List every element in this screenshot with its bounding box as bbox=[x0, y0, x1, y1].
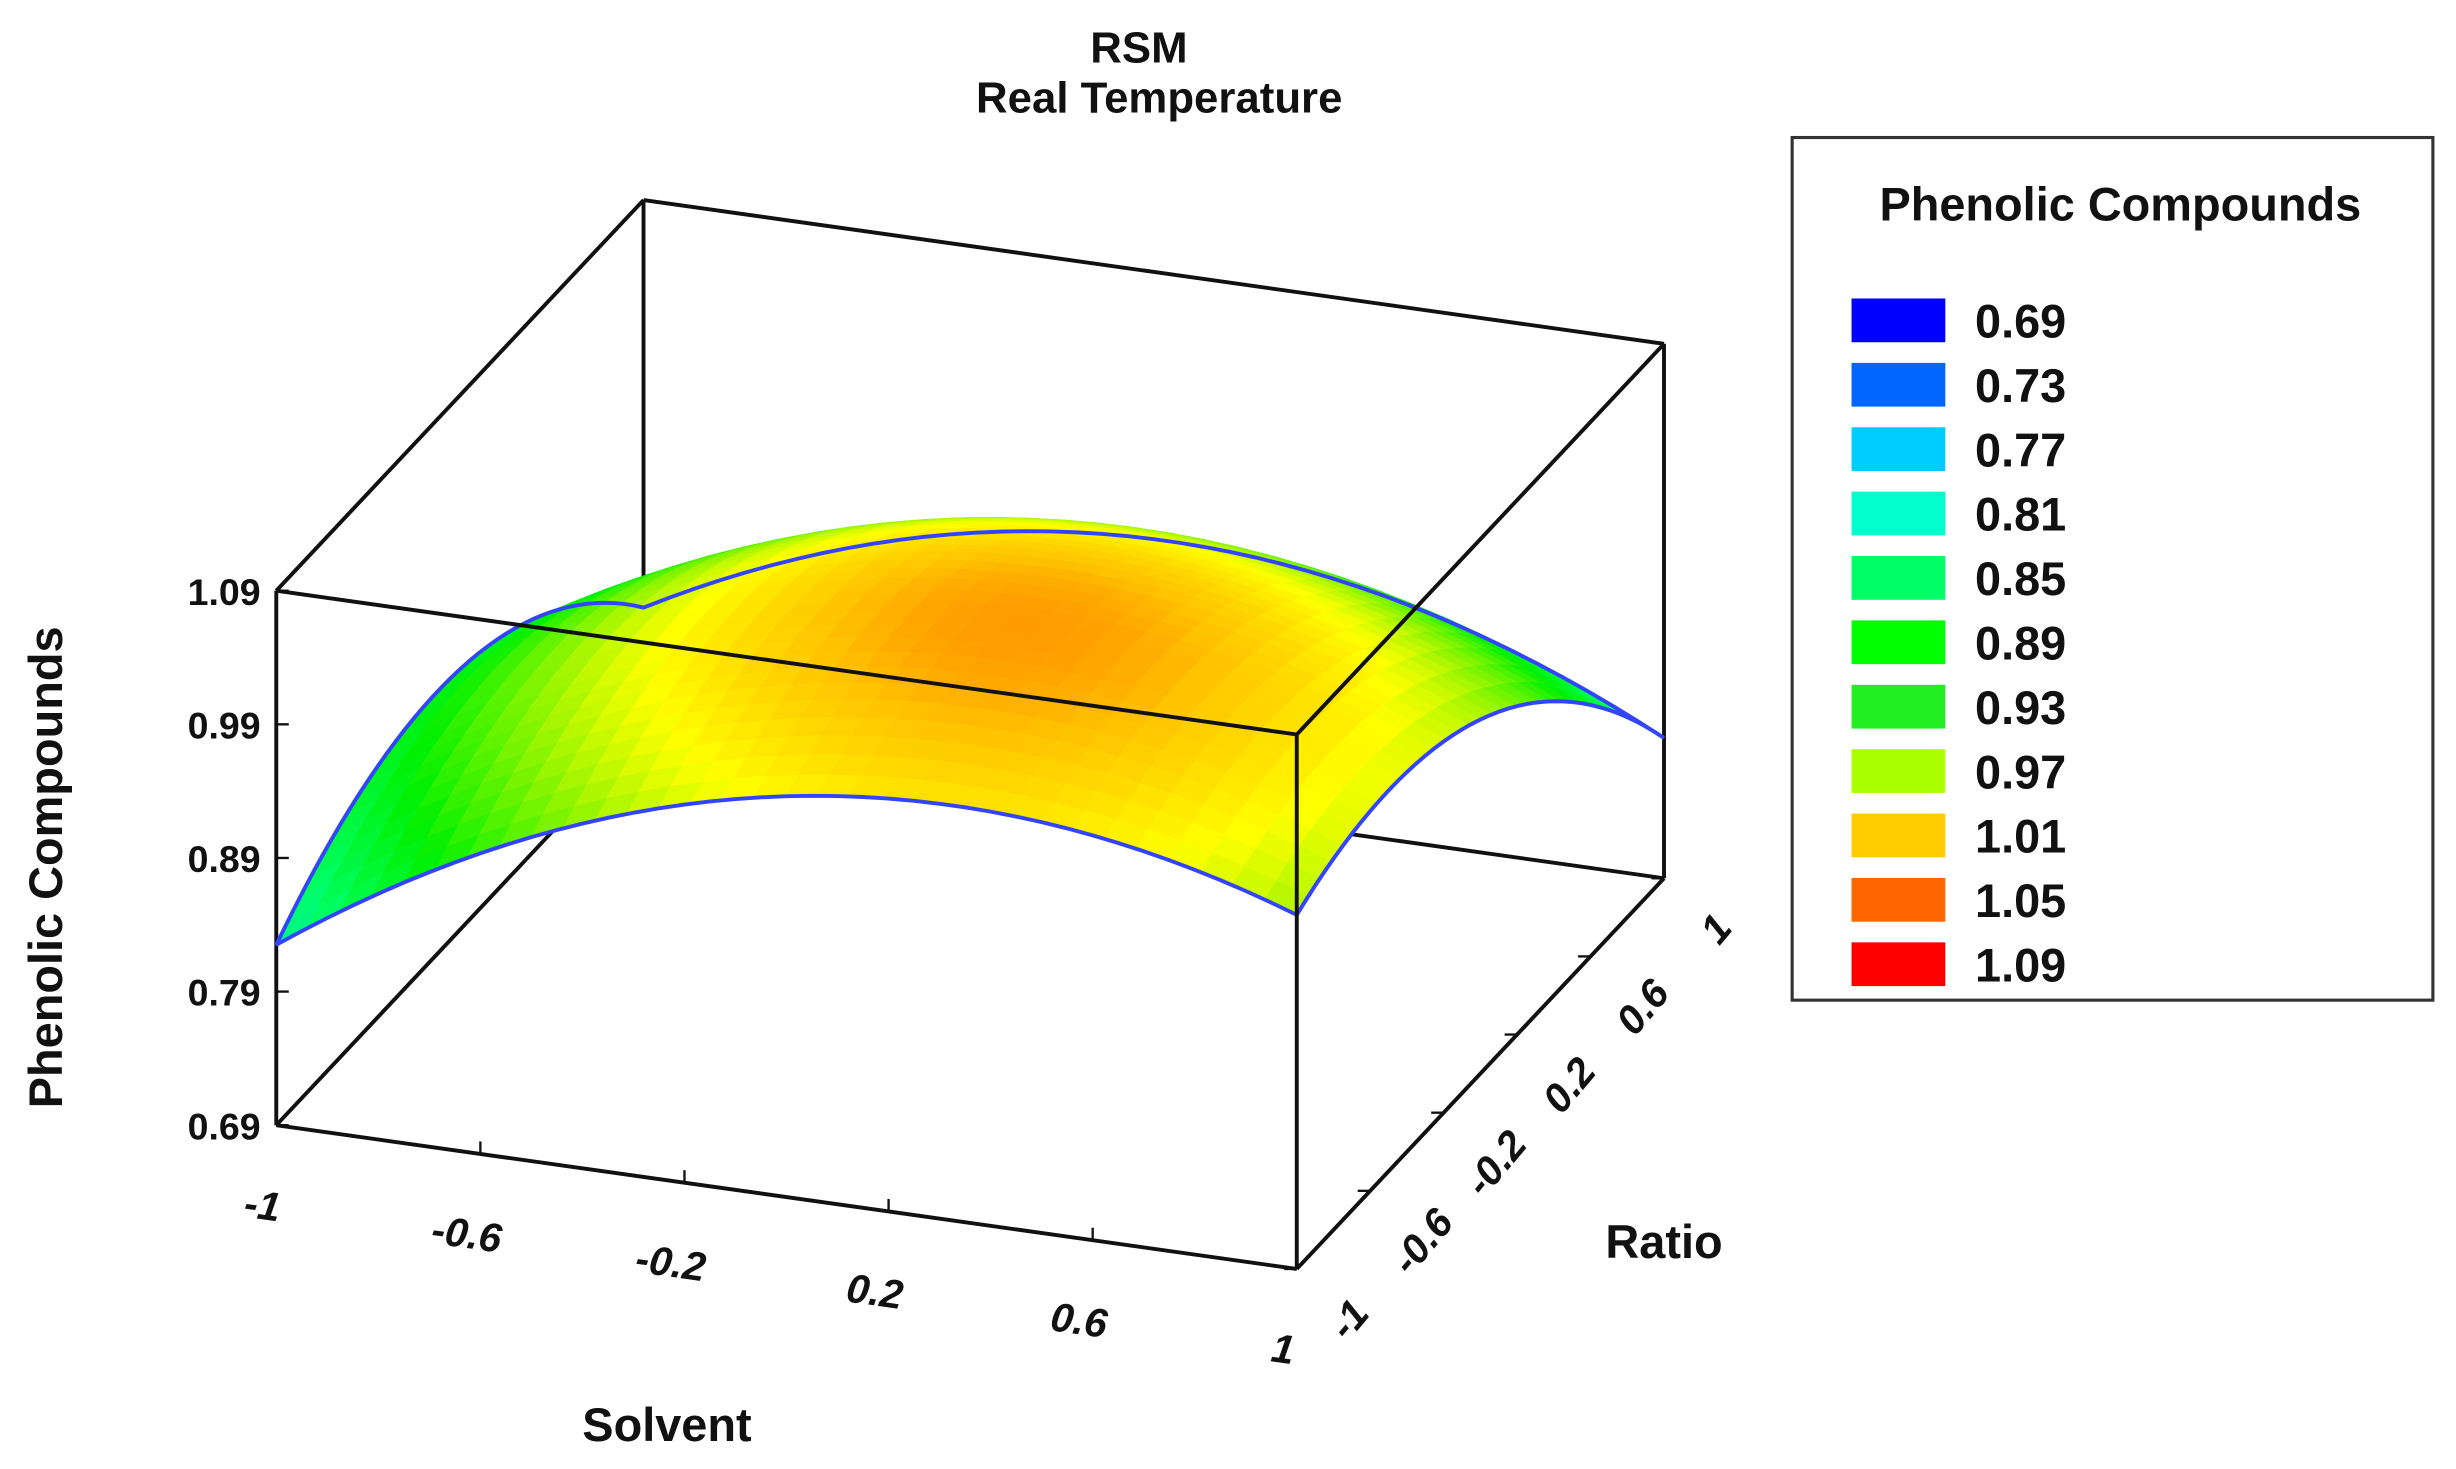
legend-label: 0.81 bbox=[1975, 489, 2066, 541]
box-edge bbox=[274, 198, 645, 593]
z-axis-label: Phenolic Compounds bbox=[20, 626, 72, 1108]
z-tick-label: 0.69 bbox=[188, 1105, 261, 1147]
legend-label: 1.01 bbox=[1975, 811, 2066, 863]
z-tick-label: 0.79 bbox=[188, 972, 261, 1014]
legend-swatch bbox=[1851, 749, 1946, 793]
y-tick-label: -0.6 bbox=[1382, 1199, 1462, 1283]
legend-label: 1.05 bbox=[1975, 875, 2066, 927]
z-tick-label: 0.99 bbox=[188, 704, 261, 746]
y-tick-label: 0.2 bbox=[1533, 1048, 1605, 1121]
box-edge bbox=[276, 1123, 1298, 1271]
x-tick-label: -0.2 bbox=[633, 1235, 709, 1290]
box-front-edges bbox=[276, 342, 1666, 1269]
x-tick-label: -1 bbox=[242, 1180, 284, 1231]
response-surface bbox=[274, 517, 1666, 947]
box-edge bbox=[276, 588, 1298, 737]
legend-swatch bbox=[1851, 427, 1946, 472]
legend-label: 0.69 bbox=[1975, 296, 2066, 348]
y-axis-label: Ratio bbox=[1605, 1216, 1722, 1268]
legend-swatch bbox=[1851, 491, 1946, 536]
y-tick-label: 1 bbox=[1691, 905, 1741, 952]
y-tick-label: -0.2 bbox=[1455, 1121, 1535, 1205]
legend-swatch bbox=[1851, 942, 1946, 987]
legend: Phenolic Compounds 0.69 0.73 0.77 0.81 0.85 0… bbox=[1790, 135, 2435, 1002]
legend-label: 0.97 bbox=[1975, 746, 2066, 798]
legend-swatch bbox=[1851, 298, 1946, 343]
chart-subtitle: Real Temperature bbox=[976, 74, 1342, 123]
y-tick-label: 0.6 bbox=[1607, 970, 1679, 1043]
legend-swatch bbox=[1851, 620, 1946, 665]
legend-swatch bbox=[1851, 684, 1946, 729]
legend-label: 1.09 bbox=[1975, 939, 2066, 991]
legend-label: 0.93 bbox=[1975, 682, 2066, 734]
x-tick-label: -0.6 bbox=[429, 1206, 505, 1261]
box-edge bbox=[1295, 876, 1666, 1271]
legend-swatch bbox=[1851, 362, 1946, 407]
z-tick-label: 1.09 bbox=[188, 571, 261, 613]
legend-label: 0.73 bbox=[1975, 360, 2066, 412]
legend-title: Phenolic Compounds bbox=[1879, 178, 2361, 230]
legend-label: 0.77 bbox=[1975, 424, 2066, 476]
x-tick-label: 0.6 bbox=[1048, 1293, 1111, 1346]
x-tick-label: 1 bbox=[1269, 1325, 1298, 1374]
x-tick-label: 0.2 bbox=[844, 1265, 907, 1318]
legend-swatch bbox=[1851, 813, 1946, 858]
box-edge bbox=[643, 198, 1665, 346]
z-tick-label: 0.89 bbox=[188, 838, 261, 880]
x-axis-label: Solvent bbox=[582, 1399, 752, 1451]
legend-label: 0.85 bbox=[1975, 553, 2066, 605]
legend-swatch bbox=[1851, 877, 1946, 922]
box-edge bbox=[1295, 342, 1666, 736]
legend-label: 0.89 bbox=[1975, 617, 2066, 669]
y-tick-label: -1 bbox=[1319, 1291, 1377, 1348]
legend-swatch bbox=[1851, 556, 1946, 600]
chart-title: RSM bbox=[1090, 24, 1187, 73]
